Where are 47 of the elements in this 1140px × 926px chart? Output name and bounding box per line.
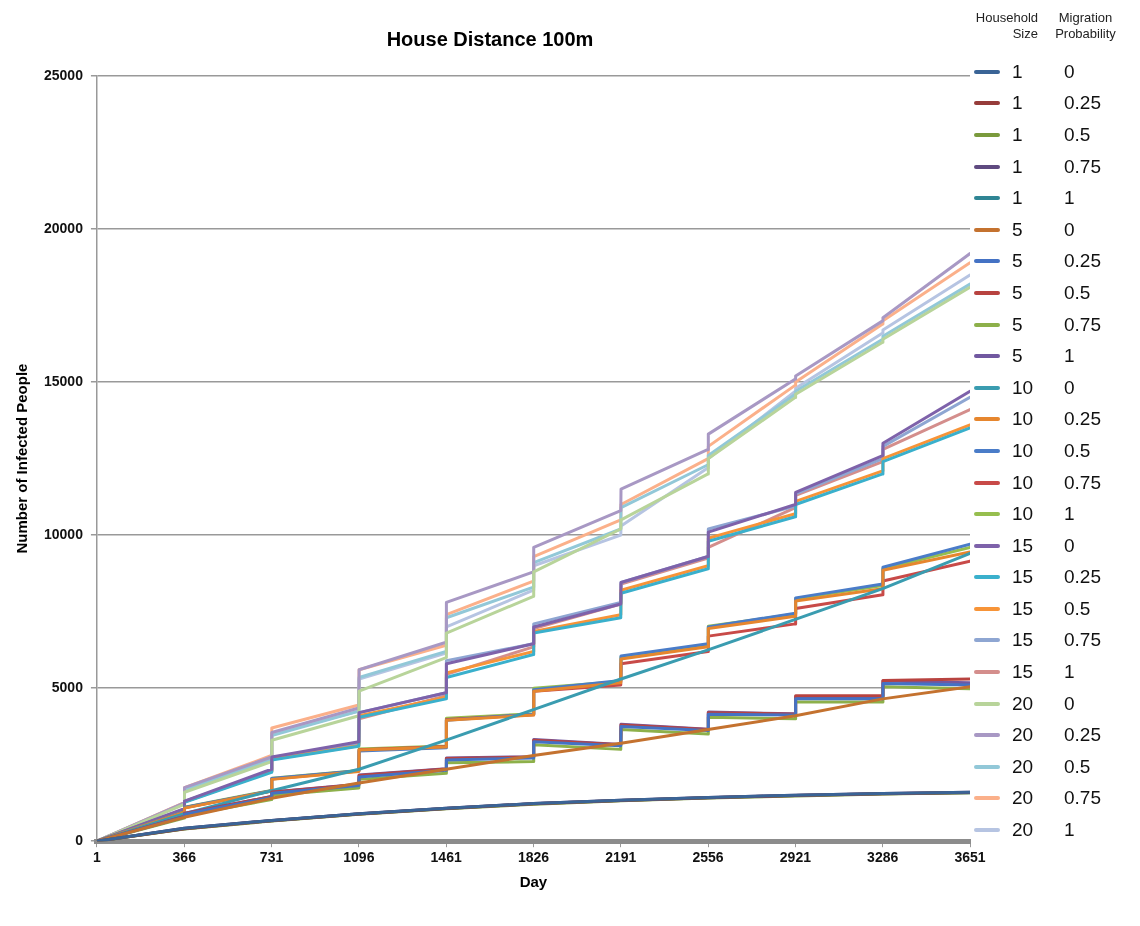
x-tick-label: 2556 (692, 849, 724, 866)
x-axis-title: Day (519, 873, 548, 891)
x-tick-label: 2921 (779, 849, 812, 866)
legend-label: 1 0.5 (1012, 123, 1091, 146)
legend-label: 5 0.5 (1012, 281, 1091, 304)
legend-label: 15 1 (1012, 661, 1075, 684)
legend-label: 5 0.75 (1012, 313, 1101, 336)
y-tick-label: 15000 (43, 372, 84, 389)
legend-label: 5 0 (1012, 218, 1075, 241)
chart-title: House Distance 100m (386, 27, 594, 50)
x-tick-label: 366 (172, 849, 197, 866)
x-tick-label: 3651 (954, 849, 986, 866)
x-tick-label: 1461 (430, 849, 462, 866)
legend-label: 1 0.25 (1012, 92, 1101, 115)
legend-label: 1 0.75 (1012, 155, 1101, 178)
legend-label: 15 0.5 (1012, 597, 1091, 620)
legend-label: 5 0.25 (1012, 250, 1101, 273)
y-tick-label: 20000 (43, 219, 84, 236)
text: Migration Probability (1055, 10, 1116, 41)
y-tick-label: 5000 (51, 679, 84, 696)
y-tick-label: 0 (75, 832, 84, 849)
y-tick-label: 10000 (43, 525, 84, 542)
legend-label: 1 0 (1012, 60, 1075, 83)
y-axis-title: Number of Infected People (13, 363, 31, 554)
legend-label: 15 0.75 (1012, 629, 1101, 652)
legend-label: 10 0.5 (1012, 439, 1091, 462)
y-tick-label: 25000 (43, 66, 84, 83)
legend-label: 10 0 (1012, 376, 1075, 399)
legend-label: 20 1 (1012, 819, 1075, 842)
legend-label: 20 0.5 (1012, 755, 1091, 778)
legend-label: 15 0.25 (1012, 566, 1101, 589)
legend-label: 20 0.25 (1012, 724, 1101, 747)
legend-label: 15 0 (1012, 534, 1075, 557)
x-tick-label: 2191 (605, 849, 637, 866)
legend-label: 20 0.75 (1012, 787, 1101, 810)
x-tick-label: 1 (93, 849, 102, 866)
text: Household Size (975, 10, 1038, 41)
x-tick-label: 1826 (517, 849, 550, 866)
legend-label: 10 0.75 (1012, 471, 1101, 494)
legend-label: 10 1 (1012, 503, 1075, 526)
legend-label: 10 0.25 (1012, 408, 1101, 431)
x-tick-label: 731 (259, 849, 284, 866)
legend-label: 1 1 (1012, 187, 1075, 210)
x-tick-label: 1096 (343, 849, 375, 866)
legend-label: 5 1 (1012, 345, 1075, 368)
x-tick-label: 3286 (867, 849, 899, 866)
legend-label: 20 0 (1012, 692, 1075, 715)
